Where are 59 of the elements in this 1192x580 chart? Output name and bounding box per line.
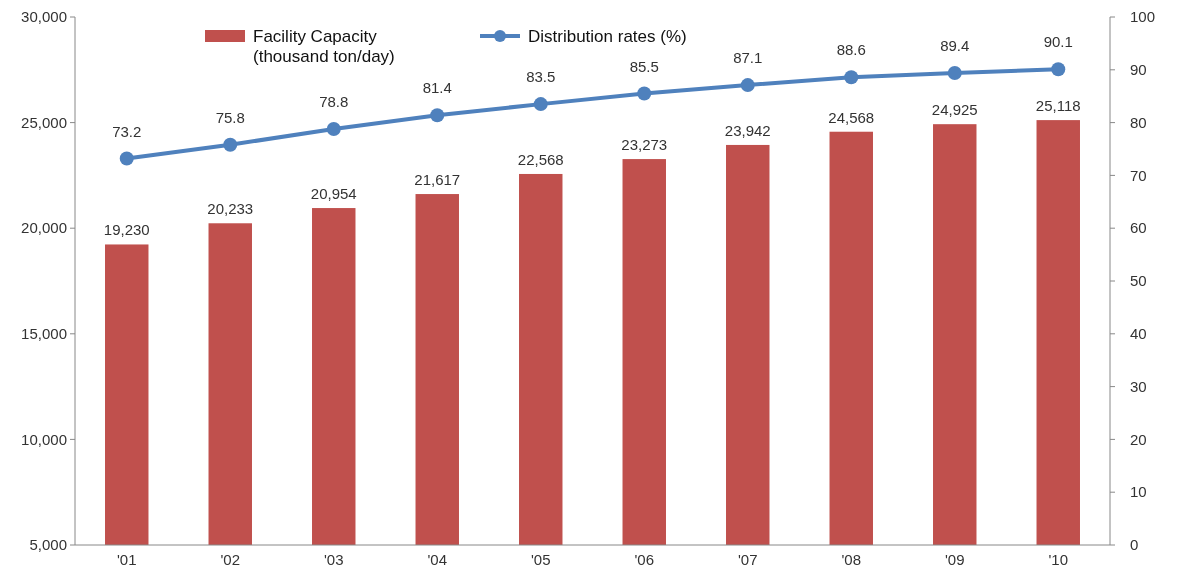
y-tick-label: 10,000	[21, 430, 67, 448]
data-label: 22,568	[517, 150, 564, 168]
data-label: 19,230	[103, 221, 150, 239]
legend-label: Distribution rates (%)	[528, 26, 687, 46]
point	[1051, 62, 1066, 77]
x-tick-label: '03	[323, 551, 344, 568]
y2-tick-label: 40	[1130, 325, 1147, 343]
y-tick-label: 5,000	[29, 536, 67, 554]
y2-tick-label: 70	[1130, 166, 1147, 184]
y2-tick-label: 10	[1130, 483, 1147, 501]
point	[844, 70, 859, 85]
x-tick-label: '07	[737, 551, 758, 568]
point	[119, 151, 134, 166]
data-label: 90.1	[1043, 33, 1073, 51]
point	[637, 86, 652, 101]
data-label: 20,233	[207, 200, 254, 218]
data-label: 88.6	[836, 41, 866, 59]
x-tick-label: '05	[530, 551, 551, 568]
y2-tick-label: 60	[1130, 219, 1147, 237]
point	[947, 65, 962, 80]
data-label: 23,942	[724, 121, 771, 139]
x-tick-label: '10	[1048, 551, 1069, 568]
point	[430, 108, 445, 123]
x-tick-label: '06	[634, 551, 655, 568]
legend-label: Facility Capacity (thousand ton/day)	[253, 26, 395, 66]
data-label: 81.4	[422, 79, 452, 97]
point	[533, 97, 548, 112]
y2-tick-label: 0	[1130, 536, 1139, 554]
data-label: 24,925	[931, 101, 978, 119]
data-label: 24,568	[828, 108, 875, 126]
x-tick-label: '08	[841, 551, 862, 568]
y-tick-label: 30,000	[21, 8, 67, 26]
data-label: 78.8	[319, 92, 349, 110]
y2-tick-label: 80	[1130, 113, 1147, 131]
y-tick-label: 25,000	[21, 113, 67, 131]
x-tick-label: '01	[116, 551, 137, 568]
x-tick-label: '04	[427, 551, 448, 568]
point	[740, 78, 755, 93]
data-label: 83.5	[526, 68, 556, 86]
data-label: 85.5	[629, 57, 659, 75]
y2-tick-label: 90	[1130, 61, 1147, 79]
y-tick-label: 15,000	[21, 325, 67, 343]
data-label: 75.8	[215, 108, 245, 126]
y2-tick-label: 30	[1130, 377, 1147, 395]
data-label: 20,954	[310, 185, 357, 203]
y2-tick-label: 100	[1130, 8, 1156, 26]
point	[223, 137, 238, 152]
data-label: 73.2	[112, 122, 142, 140]
y-tick-label: 20,000	[21, 219, 67, 237]
data-label: 21,617	[414, 171, 461, 189]
data-label: 89.4	[940, 36, 970, 54]
point	[326, 121, 341, 136]
data-label: 25,118	[1035, 97, 1081, 115]
x-tick-label: '02	[220, 551, 241, 568]
y2-tick-label: 50	[1130, 272, 1147, 290]
data-label: 23,273	[621, 136, 668, 154]
y2-tick-label: 20	[1130, 430, 1147, 448]
x-tick-label: '09	[944, 551, 965, 568]
data-label: 87.1	[733, 49, 763, 67]
